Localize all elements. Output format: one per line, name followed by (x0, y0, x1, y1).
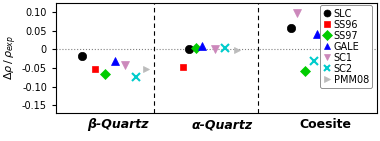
Text: Coesite: Coesite (299, 118, 352, 131)
Legend: SLC, SS96, SS97, GALE, SC1, SC2, PMM08: SLC, SS96, SS97, GALE, SC1, SC2, PMM08 (320, 5, 372, 88)
Y-axis label: $\Delta\rho\,/\,\rho_{exp}$: $\Delta\rho\,/\,\rho_{exp}$ (3, 35, 19, 80)
Text: α-Quartz: α-Quartz (191, 118, 252, 131)
Text: β-Quartz: β-Quartz (87, 118, 149, 131)
